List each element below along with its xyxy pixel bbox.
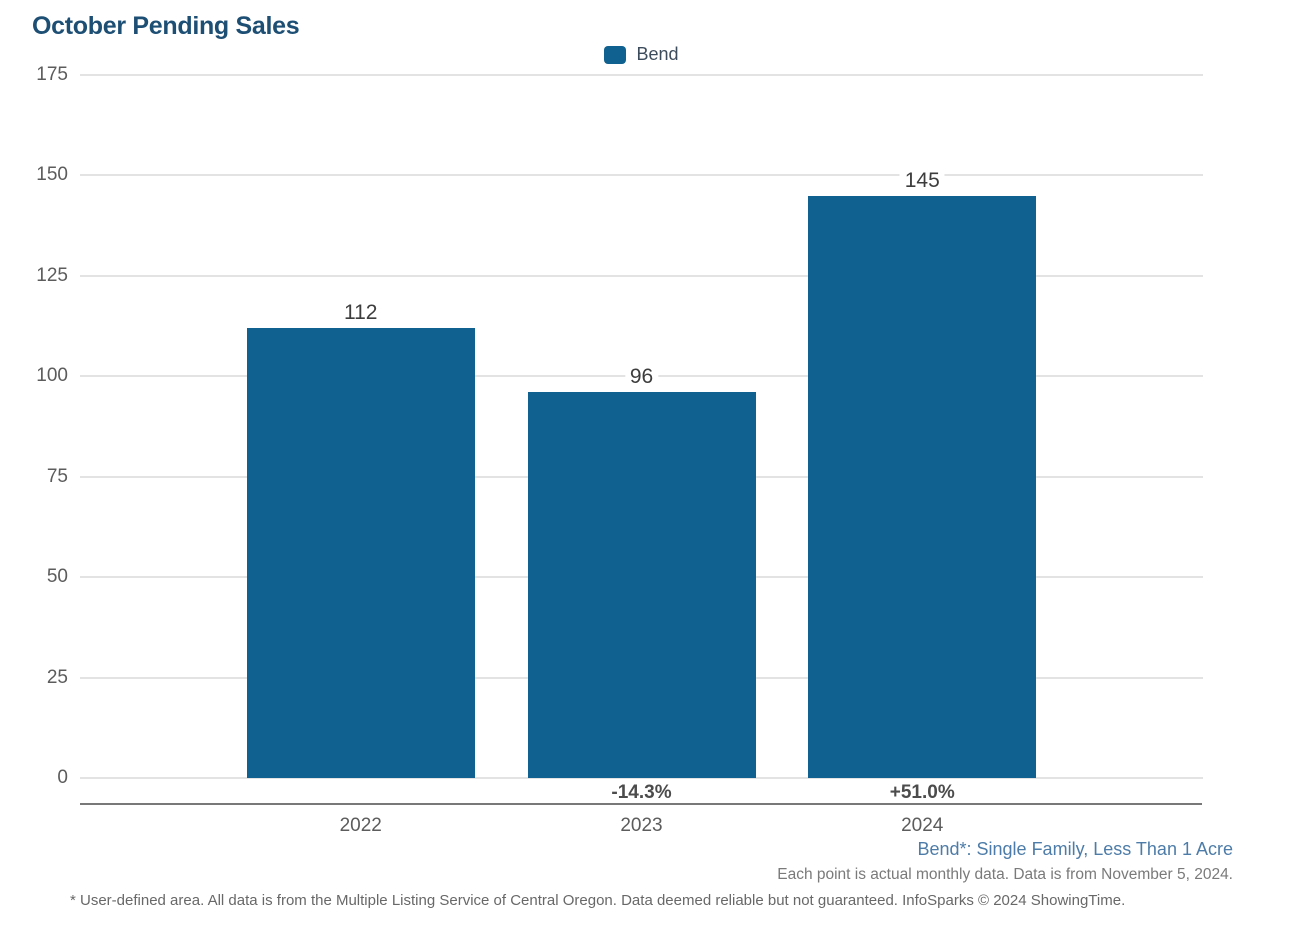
- gridline-0: [80, 777, 1203, 779]
- series-definition-note: Bend*: Single Family, Less Than 1 Acre: [917, 839, 1233, 859]
- disclaimer-note: * User-defined area. All data is from th…: [70, 892, 1126, 909]
- y-tick-label-75: 75: [46, 465, 68, 487]
- bar-value-label-2023: 96: [624, 365, 659, 390]
- y-tick-label-125: 125: [36, 264, 68, 286]
- y-tick-label-150: 150: [36, 164, 68, 186]
- y-tick-label-175: 175: [36, 64, 68, 85]
- x-axis-label-2024: 2024: [901, 815, 944, 836]
- bar-2022[interactable]: [246, 328, 475, 778]
- chart-title: October Pending Sales: [32, 12, 300, 40]
- gridline-125: [80, 274, 1203, 277]
- x-axis-label-2022: 2022: [339, 815, 382, 836]
- bar-2024[interactable]: [808, 195, 1037, 778]
- gridline-175: [80, 74, 1203, 76]
- bar-value-label-2022: 112: [339, 301, 383, 326]
- legend-label-bend: Bend: [636, 44, 679, 64]
- y-tick-label-100: 100: [36, 365, 68, 387]
- pct-change-label-2024: +51.0%: [889, 782, 955, 803]
- legend[interactable]: Bend: [80, 44, 1203, 65]
- plot-area: 112 96 145: [80, 74, 1203, 779]
- y-tick-label-50: 50: [46, 566, 68, 588]
- pct-change-label-2023: -14.3%: [611, 782, 672, 803]
- data-source-note: Each point is actual monthly data. Data …: [777, 866, 1233, 883]
- gridline-150: [80, 174, 1203, 177]
- y-tick-label-25: 25: [46, 666, 68, 688]
- x-axis-label-2023: 2023: [620, 815, 663, 836]
- x-axis-line: [80, 803, 1202, 805]
- y-tick-label-0: 0: [57, 767, 68, 788]
- bar-value-label-2024: 145: [899, 168, 945, 193]
- bar-2023[interactable]: [527, 392, 756, 778]
- legend-swatch-bend: [604, 45, 627, 64]
